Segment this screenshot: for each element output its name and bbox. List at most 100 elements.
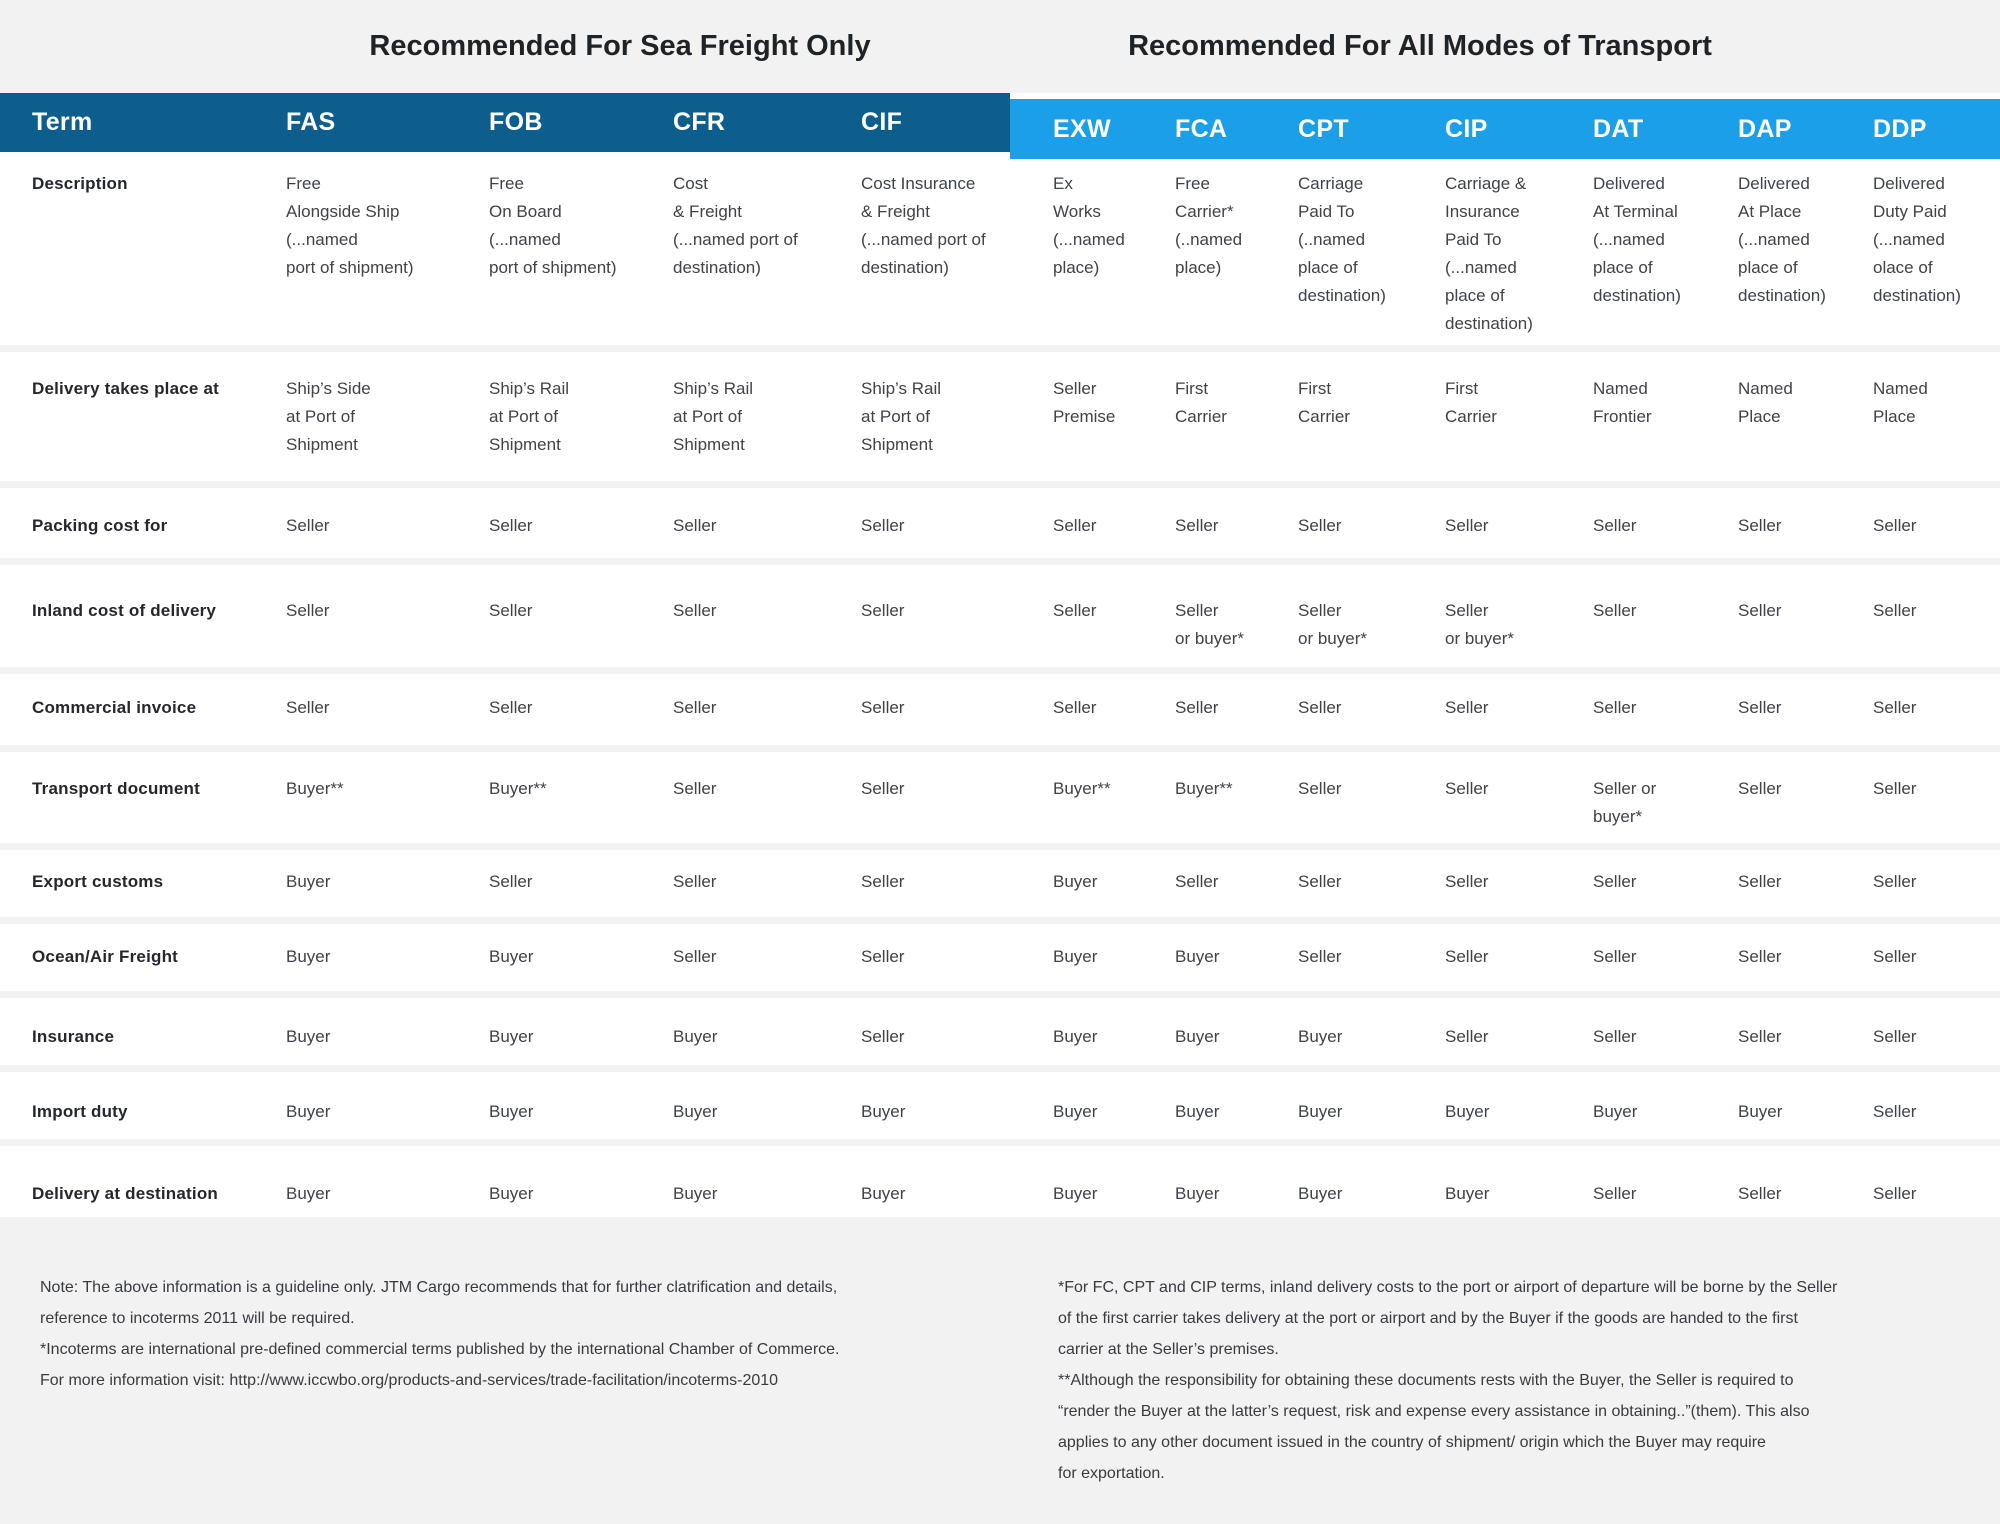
cell-packing-dap: Seller [1738,516,1782,535]
cell-export-fas: Buyer [286,872,331,891]
column-header-cip: CIP [1445,114,1488,143]
cell-inland-dap: Seller [1738,601,1782,620]
cell-description-fob: Free On Board (...named port of shipment… [489,174,617,277]
cell-export-cip: Seller [1445,872,1489,891]
cell-invoice-dap: Seller [1738,698,1782,717]
column-header-fas: FAS [286,108,336,136]
cell-packing-fob: Seller [489,516,533,535]
footnote-line: **Although the responsibility for obtain… [1058,1372,1794,1389]
cell-description-cip: Carriage & Insurance Paid To (...named p… [1445,174,1533,333]
row-label-packing: Packing cost for [32,516,168,535]
column-header-dat: DAT [1593,114,1644,143]
row-label-invoice: Commercial invoice [32,698,197,717]
footnote-line: carrier at the Seller’s premises. [1058,1341,1279,1358]
cell-invoice-cfr: Seller [673,698,717,717]
footnote-line: *Incoterms are international pre-defined… [40,1341,840,1358]
footnote-line: applies to any other document issued in … [1058,1434,1766,1451]
column-header-cif: CIF [861,108,903,136]
cell-packing-fca: Seller [1175,516,1219,535]
row-label-transport: Transport document [32,779,200,798]
cell-insurance-cfr: Buyer [673,1027,718,1046]
cell-insurance-cif: Seller [861,1027,905,1046]
cell-inland-ddp: Seller [1873,601,1917,620]
cell-invoice-fob: Seller [489,698,533,717]
cell-delivery-dap: Named Place [1738,379,1793,426]
cell-invoice-ddp: Seller [1873,698,1917,717]
cell-transport-cif: Seller [861,779,905,798]
cell-ocean-ddp: Seller [1873,947,1917,966]
column-header-fob: FOB [489,108,543,136]
cell-ocean-dat: Seller [1593,947,1637,966]
cell-description-exw: Ex Works (...named place) [1053,174,1125,277]
cell-description-cfr: Cost & Freight (...named port of destina… [673,174,798,277]
cell-delivery-cip: First Carrier [1445,379,1497,426]
footnote-line: *For FC, CPT and CIP terms, inland deliv… [1058,1279,1838,1296]
table-row-transport: Transport document Buyer** Buyer** Seller Se… [0,752,2000,843]
header-bar-sea-freight: Term FAS FOB CFR CIF [0,93,1010,152]
header-bar-all-modes: EXW FCA CPT CIP DAT DAP DDP [1010,99,2000,159]
column-header-dap: DAP [1738,114,1792,143]
cell-transport-dat: Seller or buyer* [1593,779,1657,826]
cell-description-dat: Delivered At Terminal (...named place of… [1593,174,1681,305]
footnote-line: of the first carrier takes delivery at t… [1058,1310,1798,1327]
column-header-ddp: DDP [1873,114,1927,143]
cell-insurance-exw: Buyer [1053,1027,1098,1046]
cell-destination-cip: Buyer [1445,1184,1490,1203]
table-row-destination: Delivery at destination Buyer Buyer Buyer Bu… [0,1146,2000,1217]
cell-transport-ddp: Seller [1873,779,1917,798]
row-label-ocean: Ocean/Air Freight [32,947,179,966]
cell-delivery-fas: Ship’s Side at Port of Shipment [286,379,371,454]
cell-delivery-cfr: Ship’s Rail at Port of Shipment [673,379,754,454]
table-row-delivery: Delivery takes place at Ship’s Side at Po… [0,352,2000,481]
cell-delivery-exw: Seller Premise [1053,379,1116,426]
column-header-cpt: CPT [1298,114,1349,143]
row-label-description: Description [32,174,128,193]
cell-export-exw: Buyer [1053,872,1098,891]
cell-invoice-cif: Seller [861,698,905,717]
row-label-insurance: Insurance [32,1027,115,1046]
row-label-export: Export customs [32,872,164,891]
cell-insurance-cpt: Buyer [1298,1027,1343,1046]
cell-ocean-dap: Seller [1738,947,1782,966]
table-body: Description Free Alongside Ship (...named… [0,160,2000,1224]
column-header-exw: EXW [1053,114,1111,143]
cell-insurance-cip: Seller [1445,1027,1489,1046]
cell-delivery-fca: First Carrier [1175,379,1227,426]
row-label-delivery: Delivery takes place at [32,379,219,398]
row-label-import: Import duty [32,1102,128,1121]
cell-insurance-fob: Buyer [489,1027,534,1046]
cell-export-cpt: Seller [1298,872,1342,891]
cell-ocean-cfr: Seller [673,947,717,966]
cell-description-fca: Free Carrier* (..named place) [1175,174,1243,277]
cell-import-cif: Buyer [861,1102,906,1121]
cell-delivery-cif: Ship’s Rail at Port of Shipment [861,379,942,454]
cell-inland-cip: Seller or buyer* [1445,601,1514,648]
footnote-right-block: *For FC, CPT and CIP terms, inland deliv… [1058,1272,1958,1489]
cell-transport-dap: Seller [1738,779,1782,798]
table-row-import: Import duty Buyer Buyer Buyer Buyer Buyer Buye… [0,1072,2000,1139]
table-row-description: Description Free Alongside Ship (...named… [0,160,2000,345]
cell-inland-fob: Seller [489,601,533,620]
cell-description-cif: Cost Insurance & Freight (...named port … [861,174,986,277]
cell-ocean-cpt: Seller [1298,947,1342,966]
cell-import-cpt: Buyer [1298,1102,1343,1121]
cell-packing-cip: Seller [1445,516,1489,535]
table-row-packing: Packing cost for Seller Seller Seller Seller… [0,488,2000,558]
cell-transport-fob: Buyer** [489,779,547,798]
cell-inland-exw: Seller [1053,601,1097,620]
section-title-sea-freight: Recommended For Sea Freight Only [369,30,871,62]
cell-ocean-exw: Buyer [1053,947,1098,966]
cell-destination-fob: Buyer [489,1184,534,1203]
cell-import-cip: Buyer [1445,1102,1490,1121]
cell-invoice-fas: Seller [286,698,330,717]
cell-description-dap: Delivered At Place (...named place of de… [1738,174,1826,305]
cell-packing-fas: Seller [286,516,330,535]
table-row-inland: Inland cost of delivery Seller Seller Selle… [0,565,2000,667]
cell-transport-fca: Buyer** [1175,779,1233,798]
cell-packing-ddp: Seller [1873,516,1917,535]
column-header-term: Term [32,108,93,136]
cell-transport-cpt: Seller [1298,779,1342,798]
cell-destination-ddp: Seller [1873,1184,1917,1203]
cell-transport-exw: Buyer** [1053,779,1111,798]
